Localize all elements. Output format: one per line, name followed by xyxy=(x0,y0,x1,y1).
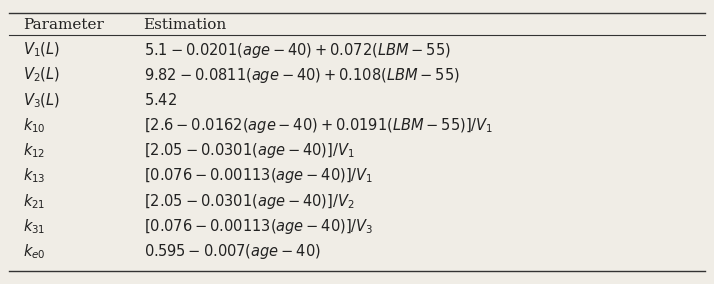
Text: $[2.05 - 0.0301(age - 40)]/V_2$: $[2.05 - 0.0301(age - 40)]/V_2$ xyxy=(144,192,354,211)
Text: $0.595 - 0.007(age - 40)$: $0.595 - 0.007(age - 40)$ xyxy=(144,242,321,261)
Text: $k_{21}$: $k_{21}$ xyxy=(23,192,45,210)
Text: $k_{31}$: $k_{31}$ xyxy=(23,217,45,236)
Text: $5.1 - 0.0201(age - 40) + 0.072(LBM - 55)$: $5.1 - 0.0201(age - 40) + 0.072(LBM - 55… xyxy=(144,41,451,60)
Text: Estimation: Estimation xyxy=(144,18,227,32)
Text: Parameter: Parameter xyxy=(23,18,104,32)
Text: $V_2(L)$: $V_2(L)$ xyxy=(23,66,60,84)
Text: $[0.076 - 0.00113(age - 40)]/V_1$: $[0.076 - 0.00113(age - 40)]/V_1$ xyxy=(144,166,373,185)
Text: $k_{e0}$: $k_{e0}$ xyxy=(23,242,45,261)
Text: $V_1(L)$: $V_1(L)$ xyxy=(23,41,60,59)
Text: $k_{12}$: $k_{12}$ xyxy=(23,141,45,160)
Text: $[2.6 - 0.0162(age - 40) + 0.0191(LBM - 55)]/V_1$: $[2.6 - 0.0162(age - 40) + 0.0191(LBM - … xyxy=(144,116,493,135)
Text: $k_{10}$: $k_{10}$ xyxy=(23,116,46,135)
Text: $[0.076 - 0.00113(age - 40)]/V_3$: $[0.076 - 0.00113(age - 40)]/V_3$ xyxy=(144,217,373,236)
Text: $k_{13}$: $k_{13}$ xyxy=(23,167,45,185)
Text: $V_3(L)$: $V_3(L)$ xyxy=(23,91,60,110)
Text: $9.82 - 0.0811(age - 40) + 0.108(LBM - 55)$: $9.82 - 0.0811(age - 40) + 0.108(LBM - 5… xyxy=(144,66,459,85)
Text: $5.42$: $5.42$ xyxy=(144,93,177,108)
Text: $[2.05 - 0.0301(age - 40)]/V_1$: $[2.05 - 0.0301(age - 40)]/V_1$ xyxy=(144,141,354,160)
